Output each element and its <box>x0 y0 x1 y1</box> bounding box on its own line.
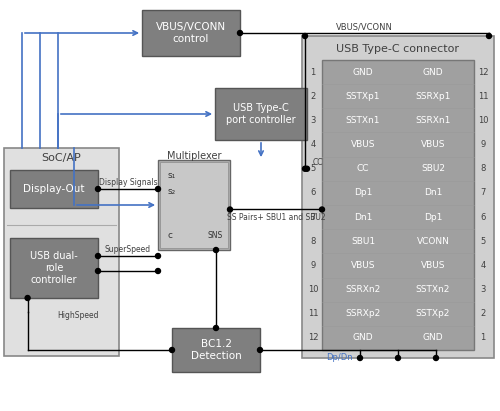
Text: 1: 1 <box>310 67 316 76</box>
Text: VBUS: VBUS <box>351 261 376 270</box>
Bar <box>10 170 98 208</box>
Text: 11: 11 <box>308 309 318 318</box>
Text: SBU2: SBU2 <box>421 164 445 173</box>
Text: 9: 9 <box>310 261 316 270</box>
Bar <box>322 60 474 350</box>
Text: 2: 2 <box>310 92 316 101</box>
Circle shape <box>320 207 324 212</box>
Text: 12: 12 <box>478 67 488 76</box>
Text: GND: GND <box>422 333 444 342</box>
Text: c: c <box>168 231 173 240</box>
Circle shape <box>170 347 174 353</box>
Text: SSTXp2: SSTXp2 <box>416 309 450 318</box>
Text: VBUS/VCONN
control: VBUS/VCONN control <box>156 22 226 44</box>
Text: 1: 1 <box>480 333 486 342</box>
Circle shape <box>228 207 232 212</box>
Text: 12: 12 <box>308 333 318 342</box>
Circle shape <box>96 254 100 259</box>
Text: GND: GND <box>352 333 374 342</box>
Circle shape <box>214 326 218 330</box>
Text: 10: 10 <box>478 116 488 125</box>
Circle shape <box>156 268 160 273</box>
Text: 2: 2 <box>480 309 486 318</box>
Bar <box>158 160 230 250</box>
Circle shape <box>238 30 242 35</box>
Circle shape <box>96 187 100 192</box>
Text: 5: 5 <box>480 237 486 246</box>
Circle shape <box>486 34 492 39</box>
Text: s₂: s₂ <box>168 187 176 196</box>
Text: 8: 8 <box>480 164 486 173</box>
Text: 7: 7 <box>310 212 316 222</box>
Text: 3: 3 <box>480 285 486 294</box>
Text: VBUS: VBUS <box>420 261 445 270</box>
Text: 7: 7 <box>480 188 486 197</box>
Text: SSRXp1: SSRXp1 <box>416 92 450 101</box>
Text: Dp1: Dp1 <box>354 188 372 197</box>
Text: SuperSpeed: SuperSpeed <box>105 245 151 254</box>
Bar <box>10 238 98 298</box>
Circle shape <box>96 268 100 273</box>
Bar <box>4 148 119 356</box>
Bar <box>215 88 307 140</box>
Text: s₁: s₁ <box>168 171 176 180</box>
Bar <box>142 10 240 56</box>
Text: 10: 10 <box>308 285 318 294</box>
Text: HighSpeed: HighSpeed <box>58 312 99 321</box>
Circle shape <box>156 187 160 192</box>
Text: USB Type-C
port controller: USB Type-C port controller <box>226 103 296 125</box>
Circle shape <box>302 166 308 171</box>
Circle shape <box>156 254 160 259</box>
Text: SSTXn2: SSTXn2 <box>416 285 450 294</box>
Text: USB dual-
role
controller: USB dual- role controller <box>30 252 78 284</box>
Text: 4: 4 <box>480 261 486 270</box>
Bar <box>172 328 260 372</box>
Text: 9: 9 <box>480 140 486 149</box>
Text: SS Pairs+ SBU1 and SBU2: SS Pairs+ SBU1 and SBU2 <box>226 213 326 222</box>
Text: Display Signals: Display Signals <box>98 178 158 187</box>
Text: USB Type-C connector: USB Type-C connector <box>336 44 460 54</box>
Text: 4: 4 <box>310 140 316 149</box>
Text: SNS: SNS <box>208 231 223 240</box>
Circle shape <box>358 356 362 360</box>
Text: 3: 3 <box>310 116 316 125</box>
Text: VBUS: VBUS <box>351 140 376 149</box>
Text: SBU1: SBU1 <box>351 237 375 246</box>
Circle shape <box>214 247 218 252</box>
Text: SSRXn2: SSRXn2 <box>346 285 380 294</box>
Text: Dn1: Dn1 <box>354 212 372 222</box>
Text: VBUS/VCONN: VBUS/VCONN <box>336 23 393 32</box>
Text: SSRXp2: SSRXp2 <box>346 309 380 318</box>
Circle shape <box>434 356 438 360</box>
Text: 8: 8 <box>310 237 316 246</box>
Text: SSTXn1: SSTXn1 <box>346 116 380 125</box>
Text: Dp1: Dp1 <box>424 212 442 222</box>
Text: 11: 11 <box>478 92 488 101</box>
Text: Dp/Dn: Dp/Dn <box>326 353 352 362</box>
Text: 6: 6 <box>310 188 316 197</box>
Text: 5: 5 <box>310 164 316 173</box>
Text: Display-Out: Display-Out <box>23 184 85 194</box>
Text: Multiplexer: Multiplexer <box>167 151 221 161</box>
Circle shape <box>396 356 400 360</box>
Text: Dn1: Dn1 <box>424 188 442 197</box>
Text: VBUS: VBUS <box>420 140 445 149</box>
Text: 6: 6 <box>480 212 486 222</box>
Text: CC: CC <box>357 164 370 173</box>
Text: SoC/AP: SoC/AP <box>42 153 82 163</box>
Text: VCONN: VCONN <box>416 237 450 246</box>
Text: CC: CC <box>313 158 324 167</box>
Text: GND: GND <box>352 67 374 76</box>
Bar <box>160 162 228 248</box>
Bar <box>302 36 494 358</box>
Circle shape <box>304 166 310 171</box>
Circle shape <box>302 34 308 39</box>
Text: GND: GND <box>422 67 444 76</box>
Circle shape <box>25 296 30 300</box>
Text: BC1.2
Detection: BC1.2 Detection <box>190 339 242 361</box>
Text: SSTXp1: SSTXp1 <box>346 92 380 101</box>
Circle shape <box>258 347 262 353</box>
Text: SSRXn1: SSRXn1 <box>416 116 450 125</box>
